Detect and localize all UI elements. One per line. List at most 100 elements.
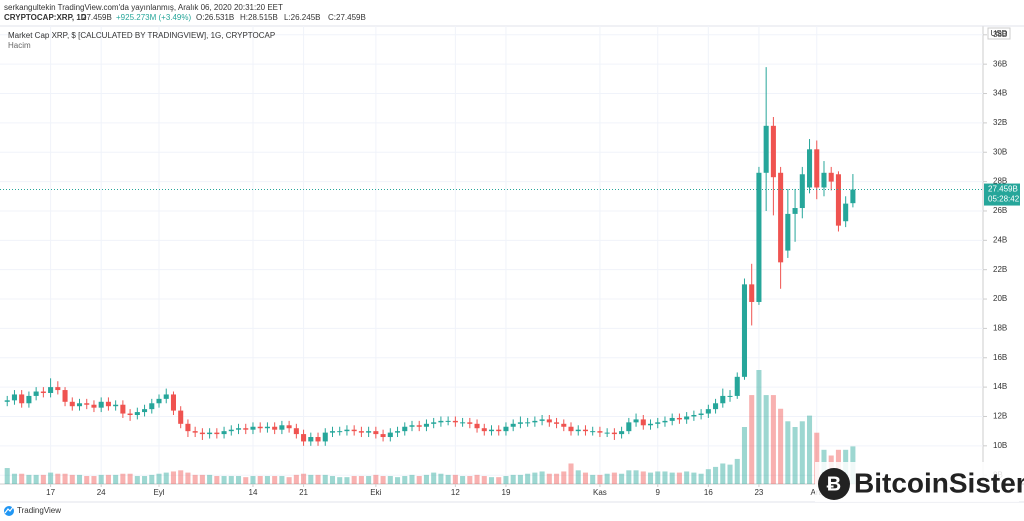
volume-bar <box>214 476 220 484</box>
volume-bar <box>163 472 169 484</box>
volume-bar <box>503 476 509 484</box>
candle-body <box>170 394 177 411</box>
volume-bar <box>554 473 560 484</box>
grid <box>0 26 983 484</box>
x-tick-label: 16 <box>704 488 713 497</box>
watermark-logo <box>818 468 850 500</box>
volume-bar <box>770 395 776 484</box>
candle-body <box>185 423 191 432</box>
volume-bar <box>293 474 299 484</box>
candle-body <box>734 376 740 396</box>
candle-body <box>272 426 278 430</box>
volume-bar <box>279 476 285 484</box>
volume-bar <box>199 474 205 484</box>
volume-bar <box>546 473 552 484</box>
volume-bar <box>568 463 574 484</box>
candle-body <box>98 401 104 408</box>
volume-bar <box>62 473 68 484</box>
candle-body <box>431 422 437 424</box>
volume-bar <box>691 472 697 484</box>
volume-bar <box>105 474 111 484</box>
volume-bar <box>170 471 177 484</box>
volume-bar <box>619 473 625 484</box>
volume-bar <box>272 476 278 484</box>
legend-change: +925.273M (+3.49%) <box>116 13 191 22</box>
candle-body <box>611 432 617 435</box>
volume-bar <box>647 472 654 484</box>
publisher: serkangultekin TradingView.com'da yayınl… <box>4 3 283 12</box>
candle-body <box>301 434 307 442</box>
volume-bar <box>301 473 307 484</box>
volume-bar <box>626 470 632 484</box>
candles <box>4 67 856 446</box>
legend-symbol: CRYPTOCAP:XRP, 1D <box>4 13 87 22</box>
candle-body <box>315 437 321 442</box>
candle-body <box>546 419 552 423</box>
x-tick-label: 17 <box>46 488 55 497</box>
candle-body <box>582 429 588 432</box>
y-tick-label: 20B <box>993 294 1007 303</box>
y-tick-label: 22B <box>993 265 1007 274</box>
y-tick-label: 30B <box>993 147 1007 156</box>
volume-bar <box>539 471 545 484</box>
legend-last: 27.459B <box>82 13 112 22</box>
candle-body <box>467 422 473 424</box>
volume-bar <box>785 421 791 484</box>
candle-body <box>799 174 805 209</box>
volume-bar <box>387 476 393 484</box>
candle-body <box>488 429 495 432</box>
candle-body <box>69 401 75 407</box>
candle-body <box>741 284 748 377</box>
volume-bar <box>749 395 755 484</box>
candle-body <box>850 189 856 204</box>
volume-bar <box>113 474 119 484</box>
volume-bar <box>604 473 610 484</box>
volume-bar <box>250 476 256 484</box>
candle-body <box>142 409 148 413</box>
candle-body <box>554 422 560 424</box>
candle-body <box>243 428 249 430</box>
volume-bar <box>134 476 140 484</box>
volume-bar <box>337 477 343 484</box>
y-tick-label: 28B <box>993 177 1007 186</box>
candle-body <box>199 432 205 435</box>
candle-body <box>329 431 336 433</box>
currency-box <box>987 27 1011 40</box>
x-tick-label: Eyl <box>153 488 164 497</box>
volume-bar <box>395 477 401 484</box>
candle-body <box>568 426 574 432</box>
candle-body <box>525 422 531 424</box>
candle-body <box>366 431 372 433</box>
x-tick-label: 19 <box>502 488 511 497</box>
candle-body <box>474 423 480 429</box>
candle-body <box>416 425 422 427</box>
x-tick-label: Eki <box>370 488 381 497</box>
candle-body <box>691 415 697 417</box>
volume-bar <box>669 472 675 484</box>
candle-body <box>510 423 516 427</box>
candle-body <box>120 404 126 414</box>
volume-bar <box>221 476 227 484</box>
volume-bar <box>662 471 668 484</box>
volume-bar <box>517 474 523 484</box>
candle-body <box>293 428 299 435</box>
volume-bar <box>358 476 364 484</box>
legend-open: O:26.531B <box>196 13 234 22</box>
volume-bar <box>344 477 350 484</box>
candle-body <box>669 417 675 421</box>
candle-body <box>84 403 90 405</box>
y-tick-label: 16B <box>993 353 1007 362</box>
volume-bar <box>582 472 588 484</box>
candle-body <box>76 403 83 407</box>
x-tick-label: 14 <box>249 488 258 497</box>
volume-bar <box>698 473 704 484</box>
volume-bar <box>713 466 719 484</box>
volume-bar <box>416 476 422 484</box>
candle-body <box>590 431 596 433</box>
y-tick-label: 26B <box>993 206 1007 215</box>
candle-body <box>843 203 849 222</box>
brand: TradingView <box>17 506 61 515</box>
candle-body <box>344 429 350 432</box>
volume-bar <box>684 471 690 484</box>
